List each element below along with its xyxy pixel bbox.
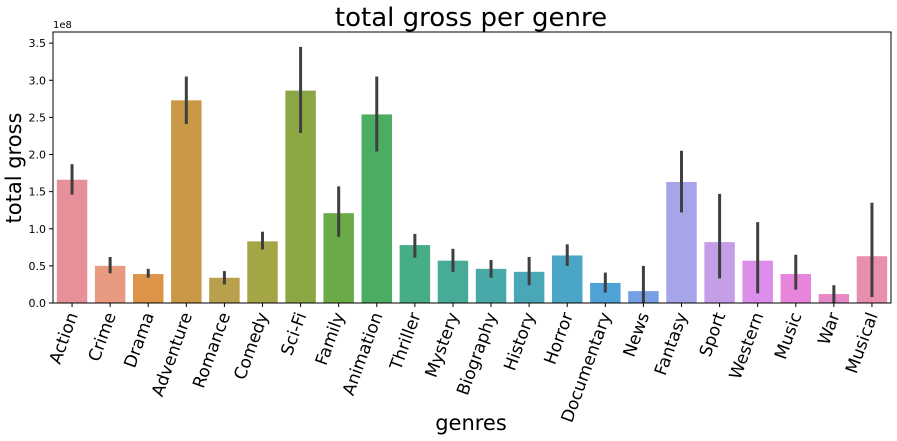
x-tick-label: Crime: [85, 310, 121, 364]
y-tick-label: 2.0: [29, 149, 47, 162]
y-axis: 0.0 0.5 1.0 1.5 2.0 2.5 3.0 3.5: [29, 37, 53, 310]
x-tick-label: Horror: [541, 310, 578, 367]
y-tick-label: 2.5: [29, 111, 47, 124]
x-tick-label: History: [500, 310, 539, 374]
x-tick-label: Mystery: [422, 310, 464, 381]
y-tick-label: 3.0: [29, 74, 47, 87]
x-axis-label: genres: [435, 411, 507, 435]
y-tick-label: 3.5: [29, 37, 47, 50]
bar-documentary: [590, 282, 621, 303]
y-axis-label: total gross: [2, 113, 26, 224]
bar-action: [56, 179, 88, 303]
x-tick-label: Western: [726, 310, 769, 382]
x-tick-label: Music: [771, 310, 806, 362]
y-tick-label: 0.5: [29, 260, 47, 273]
error-bars-group: [70, 46, 874, 303]
y-tick-label: 1.0: [29, 223, 47, 236]
chart-title: total gross per genre: [335, 3, 607, 33]
x-tick-label: Sci-Fi: [277, 310, 311, 358]
bar-adventure: [171, 100, 202, 303]
x-tick-label: Drama: [120, 310, 158, 371]
x-tick-label: Comedy: [230, 310, 273, 383]
bar-drama: [132, 274, 164, 303]
x-tick-label: Fantasy: [651, 310, 692, 378]
bar-comedy: [247, 241, 278, 303]
x-tick-label: News: [620, 310, 655, 360]
bars-group: [56, 90, 888, 304]
x-tick-label: Thriller: [386, 310, 426, 374]
x-tick-label: Musical: [842, 310, 883, 377]
y-offset-label: 1e8: [53, 20, 72, 31]
x-tick-label: War: [814, 310, 844, 348]
x-tick-label: Sport: [696, 310, 731, 360]
x-tick-label: Action: [46, 310, 83, 367]
y-tick-label: 0.0: [29, 297, 47, 310]
x-tick-label: Romance: [189, 310, 235, 391]
plot-frame: [52, 31, 892, 304]
y-tick-label: 1.5: [29, 186, 47, 199]
x-tick-label: Family: [312, 310, 350, 368]
